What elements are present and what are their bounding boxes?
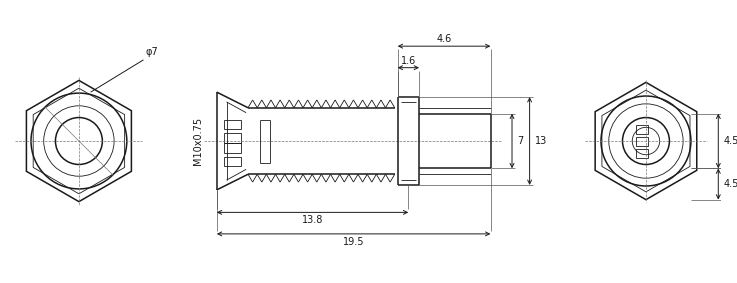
Text: 1.6: 1.6 xyxy=(401,56,416,66)
Text: φ7: φ7 xyxy=(145,47,158,57)
Text: 13.8: 13.8 xyxy=(302,215,324,225)
Text: 4.6: 4.6 xyxy=(436,34,452,44)
Text: 13: 13 xyxy=(534,136,547,146)
Bar xyxy=(223,119,241,129)
Text: 4.5: 4.5 xyxy=(723,136,737,146)
Bar xyxy=(636,125,648,134)
Text: 19.5: 19.5 xyxy=(343,237,364,247)
Bar xyxy=(223,157,241,166)
Bar xyxy=(223,133,241,143)
Bar xyxy=(636,149,648,158)
Bar xyxy=(636,137,648,146)
Text: 7: 7 xyxy=(517,136,523,146)
Text: M10x0.75: M10x0.75 xyxy=(193,117,203,165)
Bar xyxy=(223,143,241,153)
Text: 4.5: 4.5 xyxy=(723,179,737,189)
